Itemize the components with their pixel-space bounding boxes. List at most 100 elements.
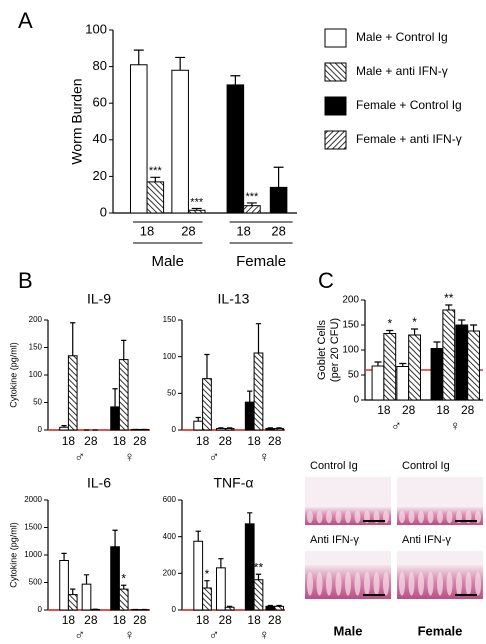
bar (193, 540, 204, 611)
chart-title: IL-13 (218, 291, 250, 307)
bar (67, 355, 78, 431)
bar (244, 401, 255, 431)
error-bar (133, 49, 144, 65)
group-label: ♂ (391, 418, 402, 434)
error-bar (255, 573, 262, 580)
x-tick-label: 18 (196, 613, 210, 627)
error-bar (399, 362, 407, 367)
x-tick-label: 18 (113, 613, 127, 627)
x-tick-label: 28 (219, 434, 233, 448)
x-tick-label: 18 (196, 434, 210, 448)
micrograph (305, 551, 391, 599)
x-tick-label: 28 (133, 434, 147, 448)
crypt (345, 510, 351, 524)
chart-title: TNF-α (214, 475, 254, 491)
error-bar (246, 202, 257, 206)
group-label: ♀ (259, 627, 270, 643)
legend-swatch (324, 62, 347, 82)
error-bar (112, 529, 118, 547)
bar (224, 606, 235, 611)
crypt (326, 510, 332, 524)
bar (193, 420, 204, 431)
legend-swatch (324, 28, 347, 48)
x-tick-label: 28 (402, 403, 416, 417)
group-label: ♀ (259, 449, 270, 465)
bar (81, 583, 92, 611)
bar (118, 359, 129, 431)
bar (383, 333, 397, 401)
group-label: Male (151, 253, 184, 270)
y-tick-label: 100 (342, 345, 359, 356)
x-tick-label: 18 (62, 434, 76, 448)
crypt (316, 510, 323, 524)
legend-label: Female + anti IFN-γ (356, 132, 462, 146)
crypt (335, 571, 342, 596)
error-bar (175, 56, 186, 71)
y-tick-label: 2000 (24, 495, 42, 504)
error-bar (374, 361, 382, 366)
x-tick-label: 18 (247, 434, 261, 448)
error-bar (218, 427, 224, 429)
y-tick-label: 500 (29, 578, 43, 587)
significance: ** (444, 291, 454, 305)
y-tick-label: 50 (348, 370, 360, 381)
bar (110, 406, 120, 431)
x-tick-label: 28 (268, 434, 282, 448)
bar (171, 69, 189, 214)
legend-label: Male + anti IFN-γ (356, 64, 448, 78)
chart-title: IL-9 (87, 291, 111, 307)
error-bar (276, 427, 282, 429)
bar (253, 352, 264, 431)
micrograph-column-label: Female (418, 623, 463, 638)
y-tick-label: 0 (38, 605, 43, 614)
crypt (383, 571, 389, 596)
error-bar (150, 176, 161, 182)
panel-label: A (18, 8, 33, 33)
x-tick-label: 18 (113, 434, 127, 448)
crypt (364, 571, 370, 596)
error-bar (227, 605, 233, 608)
error-bar (70, 588, 76, 595)
error-bar (218, 558, 224, 568)
group-label: ♂ (209, 627, 220, 643)
y-tick-label: 80 (93, 58, 107, 73)
y-axis-label: Goblet Cells (316, 320, 328, 380)
y-tick-label: 100 (85, 21, 107, 36)
y-tick-label: 200 (342, 295, 359, 306)
y-tick-label: 1500 (24, 523, 42, 532)
error-bar (112, 388, 118, 407)
group-label: ♂ (74, 627, 85, 643)
bar (226, 84, 245, 214)
error-bar (470, 324, 478, 331)
micrograph (397, 477, 483, 525)
group-label: ♀ (124, 627, 135, 643)
group-label: ♂ (209, 449, 220, 465)
crypt (408, 571, 415, 596)
error-bar (121, 584, 127, 590)
significance: *** (245, 191, 259, 203)
bar (244, 523, 255, 611)
bar (224, 428, 235, 431)
x-tick-label: 28 (84, 434, 98, 448)
crypt (427, 510, 434, 524)
group-label: ♂ (74, 449, 85, 465)
significance: * (121, 571, 126, 585)
x-tick-label: 28 (181, 223, 195, 238)
crypt (307, 571, 313, 596)
bar (216, 428, 226, 431)
micrograph-label: Anti IFN-γ (402, 534, 451, 546)
error-bar (61, 425, 67, 428)
y-axis-label: Worm Burden (69, 78, 85, 164)
error-bar (83, 574, 90, 585)
y-axis-label: Cytokine (pg/ml) (8, 522, 18, 588)
bar (455, 324, 469, 401)
group-label: ♀ (124, 449, 135, 465)
bar (202, 378, 212, 431)
error-bar (445, 304, 453, 310)
legend-label: Male + Control Ig (356, 30, 448, 44)
y-tick-label: 50 (167, 388, 176, 397)
x-tick-label: 18 (247, 613, 261, 627)
significance: ** (254, 560, 264, 574)
bar (67, 594, 78, 611)
